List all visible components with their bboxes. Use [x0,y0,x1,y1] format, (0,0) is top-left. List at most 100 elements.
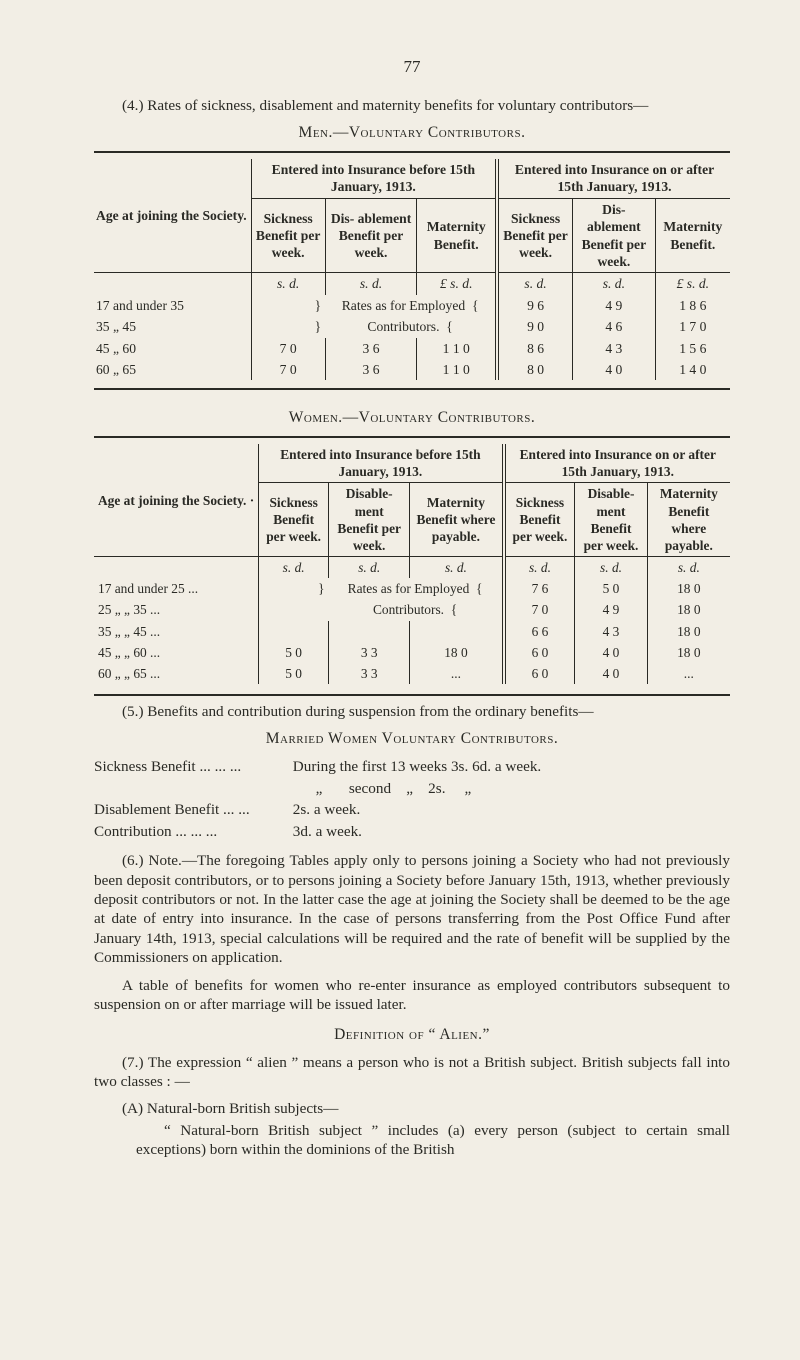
t2-unit-0: s. d. [259,557,329,579]
entry-sickness-label: Sickness Benefit ... ... ... [94,757,289,776]
t1-r2-age: 45 „ 60 [94,338,251,359]
page: 77 (4.) Rates of sickness, disablement a… [0,0,800,1360]
t1-r3-as: 8 0 [497,359,573,380]
t1-r1-ad: 4 6 [573,316,656,337]
t2-r3-bd: 3 3 [329,642,410,663]
t2-r2-bd [329,621,410,642]
para-7a-body: “ Natural-born British subject ” include… [136,1121,730,1160]
para-5: (5.) Benefits and contribution during su… [94,702,730,721]
entry-disablement-val: 2s. a week. [293,801,360,818]
men-table: Age at joining the Society. Entered into… [94,159,730,380]
t1-unit-3: s. d. [497,273,573,295]
brace-open: } [251,295,325,316]
page-number: 77 [94,56,730,78]
t2-sub-dis-a: Disable- ment Benefit per week. [575,483,647,557]
t2-sub-mat-b: Maternity Benefit where payable. [410,483,504,557]
t1-r3-ad: 4 0 [573,359,656,380]
entry-disablement-label: Disablement Benefit ... ... [94,800,289,819]
t2-r2-am: 18 0 [647,621,730,642]
t1-sub-sick-a: Sickness Benefit per week. [497,198,573,273]
t2-r2-as: 6 6 [504,621,575,642]
t2-sub-sick-b: Sickness Benefit per week. [259,483,329,557]
entry-sickness-second: „ second „ 2s. „ [94,779,730,798]
t1-unit-4: s. d. [573,273,656,295]
t1-r3-am: 1 4 0 [655,359,730,380]
t1-unit-2: £ s. d. [417,273,497,295]
t2-r4-bm: ... [410,663,504,684]
para-6: (6.) Note.—The foregoing Tables apply on… [94,851,730,968]
t1-after-group: Entered into Insurance on or after 15th … [497,159,730,198]
para-7: (7.) The expression “ alien ” means a pe… [94,1053,730,1092]
t1-r2-am: 1 5 6 [655,338,730,359]
t2-r3-as: 6 0 [504,642,575,663]
t2-unit-4: s. d. [575,557,647,579]
t2-r0-span: Rates as for Employed [348,581,470,596]
t1-r2-bs: 7 0 [251,338,325,359]
t2-r1-am: 18 0 [647,599,730,620]
t1-r3-age: 60 „ 65 [94,359,251,380]
entry-sickness-second-val: „ second „ 2s. „ [293,780,471,797]
t1-r2-ad: 4 3 [573,338,656,359]
t1-unit-0: s. d. [251,273,325,295]
t2-r1-ad: 4 9 [575,599,647,620]
t2-r0-age: 17 and under 25 ... [94,578,259,599]
t1-unit-1: s. d. [325,273,417,295]
brace-open2: { [472,298,479,313]
t2-sub-dis-b: Disable- ment Benefit per week. [329,483,410,557]
t1-unit-5: £ s. d. [655,273,730,295]
t2-r4-bs: 5 0 [259,663,329,684]
t2-r2-ad: 4 3 [575,621,647,642]
women-heading: Women.—Voluntary Contributors. [94,408,730,428]
t1-before-group: Entered into Insurance before 15th Janua… [251,159,497,198]
t2-r1-age: 25 „ „ 35 ... [94,599,259,620]
t1-r2-bd: 3 6 [325,338,417,359]
t1-r0-age: 17 and under 35 [94,295,251,316]
t1-r2-as: 8 6 [497,338,573,359]
women-table: Age at joining the Society. · Entered in… [94,444,730,684]
t1-r1-age: 35 „ 45 [94,316,251,337]
para-7a: (A) Natural-born British subjects— [94,1099,730,1118]
t2-r2-bm [410,621,504,642]
t1-r1-as: 9 0 [497,316,573,337]
entry-contribution-label: Contribution ... ... ... [94,822,289,841]
t2-r2-bs [259,621,329,642]
t1-r2-bm: 1 1 0 [417,338,497,359]
entry-disablement: Disablement Benefit ... ... 2s. a week. [94,800,730,819]
t1-r0-span: Rates as for Employed [342,298,465,313]
t2-r4-bd: 3 3 [329,663,410,684]
entry-contribution: Contribution ... ... ... 3d. a week. [94,822,730,841]
t1-r1-span: Contributors. [367,319,439,334]
t2-after-group: Entered into Insurance on or after 15th … [504,444,730,483]
t2-r2-age: 35 „ „ 45 ... [94,621,259,642]
t1-r0-as: 9 6 [497,295,573,316]
t2-r3-am: 18 0 [647,642,730,663]
definition-heading: Definition of “ Alien.” [94,1025,730,1045]
t1-r3-bm: 1 1 0 [417,359,497,380]
t2-age-heading: Age at joining the Society. · [94,444,259,556]
t1-r0-am: 1 8 6 [655,295,730,316]
t2-unit-1: s. d. [329,557,410,579]
t1-sub-mat-b: Maternity Benefit. [417,198,497,273]
brace-close2: { [446,319,453,334]
entry-contribution-val: 3d. a week. [293,823,362,840]
t2-unit-3: s. d. [504,557,575,579]
t1-r3-bd: 3 6 [325,359,417,380]
t2-r4-ad: 4 0 [575,663,647,684]
t2-brace-l: } [259,578,329,599]
t2-sub-sick-a: Sickness Benefit per week. [504,483,575,557]
t2-r4-am: ... [647,663,730,684]
para-6b: A table of benefits for women who re-ent… [94,976,730,1015]
t2-r1-span: Contributors. [373,602,444,617]
t1-sub-mat-a: Maternity Benefit. [655,198,730,273]
entry-sickness: Sickness Benefit ... ... ... During the … [94,757,730,776]
t2-unit-5: s. d. [647,557,730,579]
t1-sub-sick-b: Sickness Benefit per week. [251,198,325,273]
t2-r0-ad: 5 0 [575,578,647,599]
t2-r3-age: 45 „ „ 60 ... [94,642,259,663]
t2-r4-age: 60 „ „ 65 ... [94,663,259,684]
intro-paragraph: (4.) Rates of sickness, disablement and … [94,96,730,115]
t2-sub-mat-a: Maternity Benefit where payable. [647,483,730,557]
t1-r0-ad: 4 9 [573,295,656,316]
t1-r3-bs: 7 0 [251,359,325,380]
t2-r0-as: 7 6 [504,578,575,599]
